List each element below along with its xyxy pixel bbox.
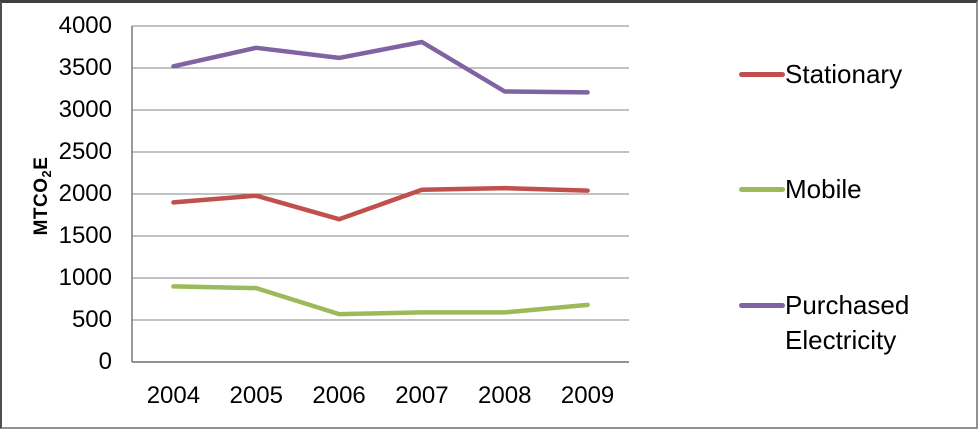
legend-label-purchased-electricity: Purchased Electricity (785, 290, 910, 355)
plot-area (131, 25, 629, 363)
y-tick-label: 4000 (58, 12, 112, 39)
x-tick-label: 2004 (146, 382, 201, 409)
stationary-line-swatch (739, 72, 785, 77)
series-line-stationary (171, 185, 590, 222)
legend-entry-stationary: Stationary (739, 57, 945, 92)
y-tick-label: 500 (71, 306, 112, 333)
y-tick-label: 1000 (58, 264, 112, 291)
series-line-purchased-electricity (171, 39, 590, 95)
x-tick-label: 2005 (229, 382, 283, 409)
mobile-line-swatch (739, 187, 785, 192)
legend-label-mobile: Mobile (785, 174, 862, 204)
purchased-electricity-line-swatch (739, 303, 785, 308)
legend-entry-purchased-electricity: Purchased Electricity (739, 288, 945, 358)
y-tick-label: 3000 (58, 96, 112, 123)
x-tick-label: 2008 (478, 382, 532, 409)
legend-entry-mobile: Mobile (739, 172, 945, 207)
series-line-mobile (171, 284, 590, 317)
y-tick-label: 2000 (58, 180, 112, 207)
legend-label-stationary: Stationary (785, 59, 903, 89)
y-tick-label: 1500 (58, 222, 112, 249)
y-axis-title-subscript: 2 (38, 169, 54, 178)
line-chart: MTCO2E 0 500 1000 1500 2000 2500 3000 3500 4000 … (2, 3, 976, 427)
x-tick-label: 2007 (395, 382, 449, 409)
y-tick-label: 0 (98, 348, 112, 375)
y-tick-label: 2500 (58, 138, 112, 165)
x-tick-label: 2006 (312, 382, 366, 409)
x-tick-label: 2009 (560, 382, 615, 409)
y-tick-label: 3500 (58, 54, 112, 81)
